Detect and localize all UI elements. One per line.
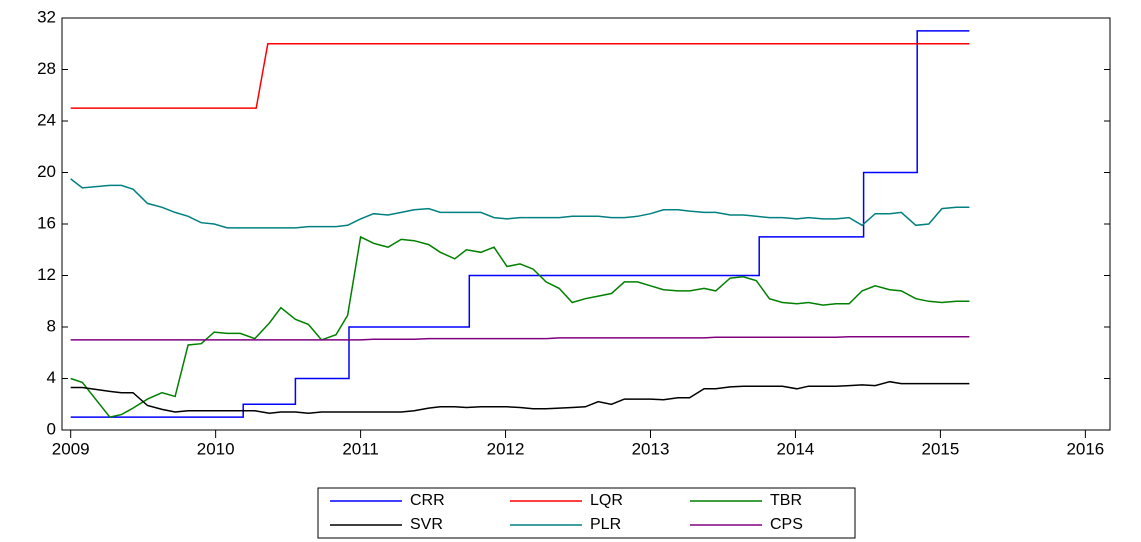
plot-frame (61, 17, 1111, 431)
y-tick-label: 4 (47, 368, 56, 387)
legend-box (317, 487, 856, 539)
legend-label: CPS (770, 516, 803, 533)
series-line (70, 235, 970, 418)
y-tick-label: 12 (37, 265, 56, 284)
y-tick-label: 24 (37, 110, 56, 129)
y-tick-label: 28 (37, 59, 56, 78)
series-line (70, 335, 970, 341)
legend-label: LQR (590, 492, 623, 509)
x-tick-label: 2014 (777, 439, 815, 458)
series-line (70, 380, 970, 415)
legend-label: CRR (410, 492, 445, 509)
series-line (70, 178, 970, 229)
legend-label: PLR (590, 516, 621, 533)
series-line (70, 30, 970, 418)
x-tick-label: 2011 (342, 439, 379, 458)
y-tick-label: 20 (37, 162, 56, 181)
x-tick-label: 2010 (197, 439, 235, 458)
legend-label: TBR (770, 492, 802, 509)
y-tick-label: 32 (37, 7, 56, 26)
y-tick-label: 8 (47, 316, 56, 335)
x-tick-label: 2013 (632, 439, 670, 458)
x-tick-label: 2009 (52, 439, 90, 458)
x-tick-label: 2016 (1066, 439, 1104, 458)
x-tick-label: 2012 (487, 439, 525, 458)
legend-label: SVR (410, 516, 443, 533)
series-line (70, 43, 970, 109)
x-tick-label: 2015 (921, 439, 959, 458)
y-tick-label: 16 (37, 213, 56, 232)
y-tick-label: 0 (47, 419, 56, 438)
